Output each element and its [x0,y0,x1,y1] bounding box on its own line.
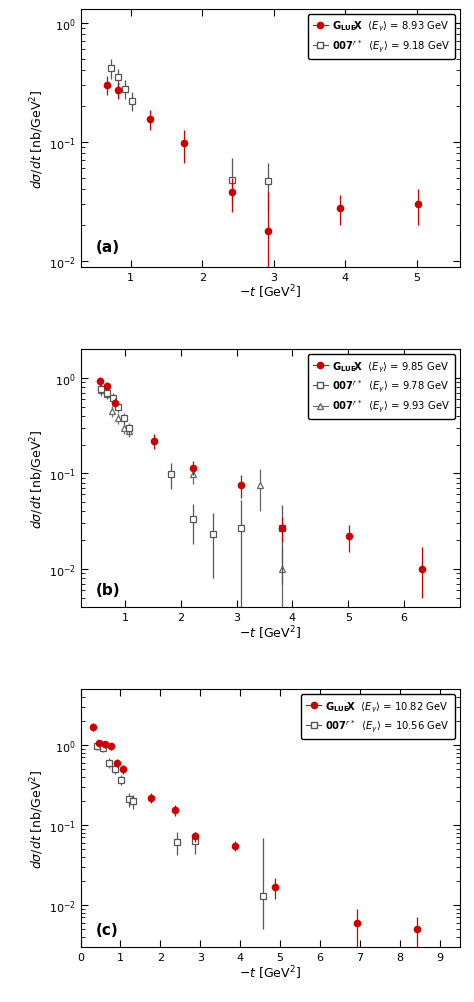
Legend: $\mathbf{G}_{\mathbf{LUE}}\!\mathbf{X}$  $\langle E_\gamma \rangle$ = 9.85 GeV, : $\mathbf{G}_{\mathbf{LUE}}\!\mathbf{X}$ … [308,355,455,420]
Text: (c): (c) [96,922,118,937]
X-axis label: $-t$ [GeV$^2$]: $-t$ [GeV$^2$] [239,284,301,302]
Y-axis label: $d\sigma/dt$ [nb/GeV$^2$]: $d\sigma/dt$ [nb/GeV$^2$] [28,429,46,528]
Legend: $\mathbf{G}_{\mathbf{LUE}}\!\mathbf{X}$  $\langle E_\gamma \rangle$ = 10.82 GeV,: $\mathbf{G}_{\mathbf{LUE}}\!\mathbf{X}$ … [301,694,455,739]
Text: (a): (a) [96,239,120,255]
Text: (b): (b) [96,582,120,597]
X-axis label: $-t$ [GeV$^2$]: $-t$ [GeV$^2$] [239,963,301,981]
Y-axis label: $d\sigma/dt$ [nb/GeV$^2$]: $d\sigma/dt$ [nb/GeV$^2$] [28,769,46,868]
X-axis label: $-t$ [GeV$^2$]: $-t$ [GeV$^2$] [239,623,301,641]
Y-axis label: $d\sigma/dt$ [nb/GeV$^2$]: $d\sigma/dt$ [nb/GeV$^2$] [28,89,46,188]
Legend: $\mathbf{G}_{\mathbf{LUE}}\!\mathbf{X}$  $\langle E_\gamma \rangle$ = 8.93 GeV, : $\mathbf{G}_{\mathbf{LUE}}\!\mathbf{X}$ … [308,15,455,59]
